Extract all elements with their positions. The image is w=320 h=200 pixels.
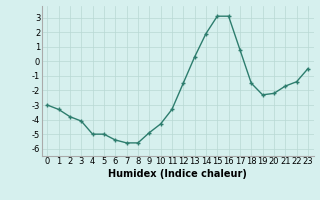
X-axis label: Humidex (Indice chaleur): Humidex (Indice chaleur) [108,169,247,179]
